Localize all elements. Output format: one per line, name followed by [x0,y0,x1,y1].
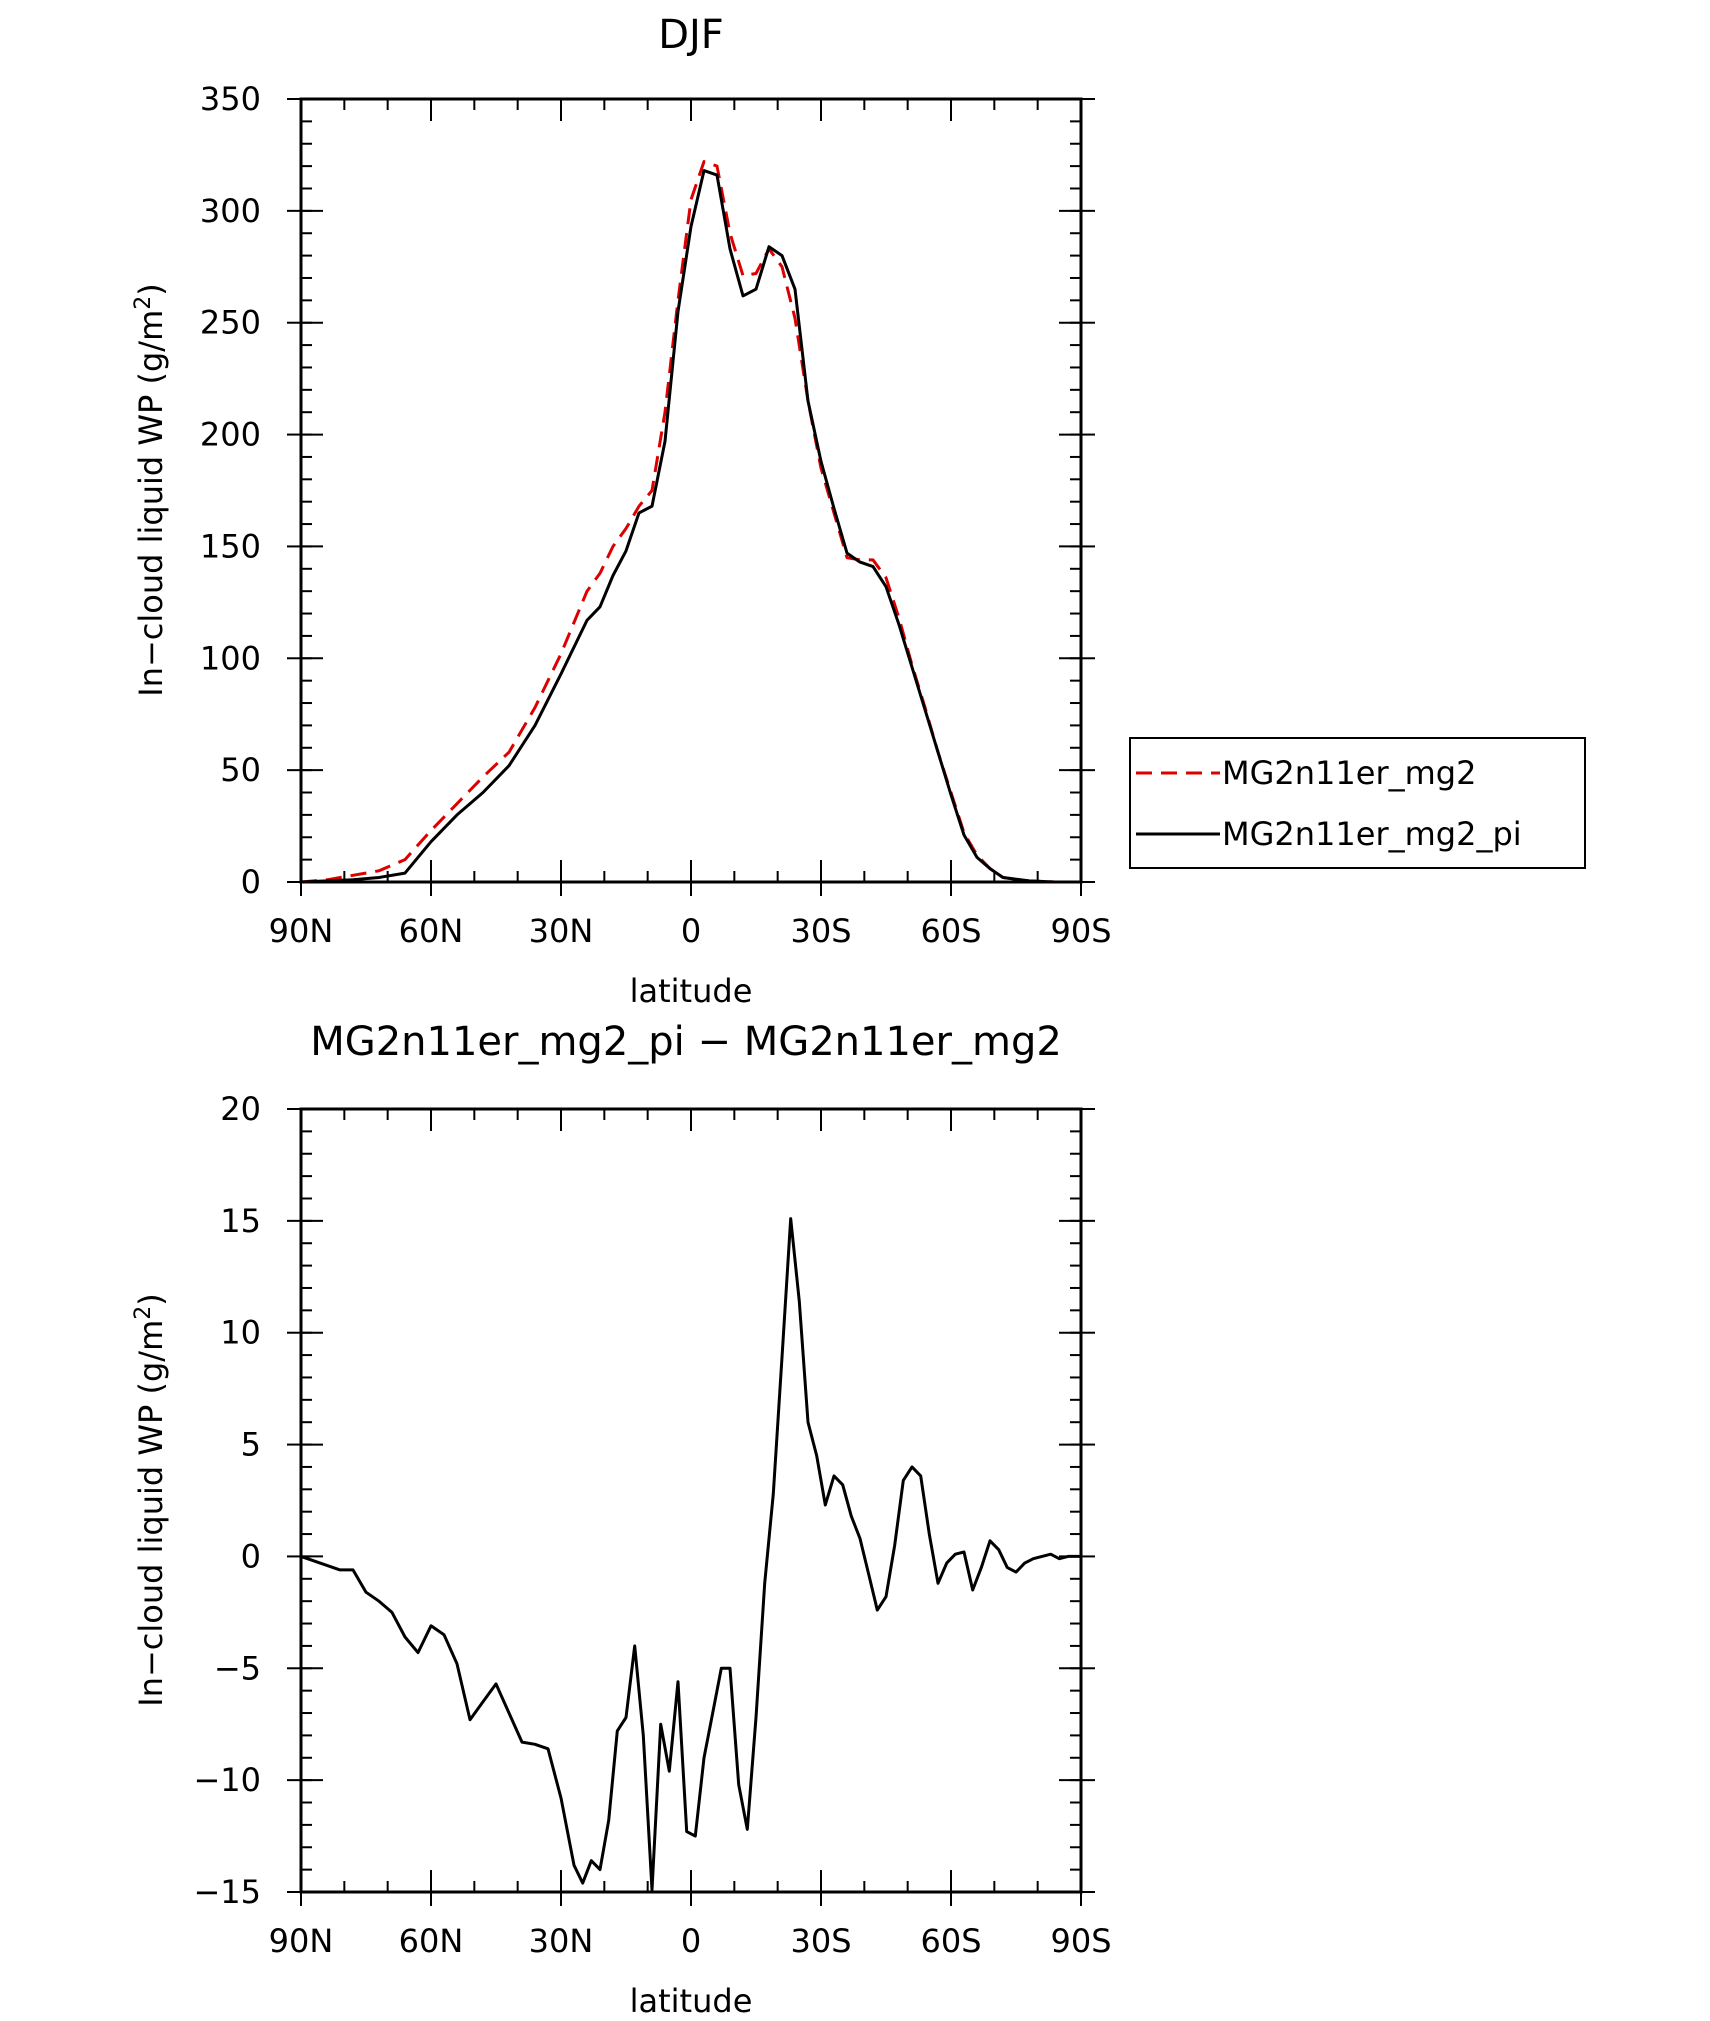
bottom-x-tick-label: 90S [1050,1922,1111,1960]
top-y-tick-label: 0 [241,863,261,901]
bottom-chart-title: MG2n11er_mg2_pi − MG2n11er_mg2 [310,1019,1062,1065]
top-x-tick-label: 60N [399,912,464,950]
top-y-tick-label: 250 [200,304,261,342]
bottom-y-tick-label: −15 [193,1873,261,1911]
legend-label-mg2: MG2n11er_mg2 [1222,754,1476,792]
bottom-y-tick-label: 0 [241,1537,261,1575]
top-x-tick-label: 0 [681,912,701,950]
bottom-x-tick-label: 90N [269,1922,334,1960]
top-y-tick-label: 200 [200,416,261,454]
bottom-x-axis-label: latitude [630,1982,753,2020]
top-series-line-mg2n11er-mg2 [300,160,1081,884]
bottom-panel: MG2n11er_mg2_pi − MG2n11er_mg2 90N 60N 30N… [131,1019,1112,2020]
bottom-y-tick-label: −10 [193,1761,261,1799]
top-y-tick-label: 150 [200,527,261,565]
legend: MG2n11er_mg2 MG2n11er_mg2_pi [1129,737,1586,869]
top-x-tick-label: 90N [269,912,334,950]
top-x-tick-label: 90S [1050,912,1111,950]
top-panel: DJF 90N 60N 30N 0 30S 60S 90S 0 50 100 150 200 250 30… [131,12,1586,1010]
top-x-tick-label: 30N [529,912,594,950]
bottom-x-tick-label: 60N [399,1922,464,1960]
bottom-x-tick-label: 30S [790,1922,851,1960]
bottom-y-tick-label: −5 [214,1649,261,1687]
top-x-axis-label: latitude [630,972,753,1010]
bottom-x-tick-label: 0 [681,1922,701,1960]
bottom-y-tick-label: 15 [220,1202,261,1240]
bottom-x-tick-label: 60S [920,1922,981,1960]
bottom-y-tick-label: 10 [220,1314,261,1352]
bottom-series-line-difference [300,1217,1081,1892]
top-y-tick-label: 300 [200,192,261,230]
top-series-line-mg2n11er-mg2-pi [300,169,1081,884]
top-plot-frame [299,97,1083,884]
bottom-y-tick-label: 20 [220,1090,261,1128]
bottom-x-tick-label: 30N [529,1922,594,1960]
bottom-y-tick-label: 5 [241,1426,261,1464]
top-chart-title: DJF [658,12,724,58]
bottom-plot-frame [299,1107,1083,1894]
bottom-y-axis-label: In−cloud liquid WP (g/m2) [131,1293,170,1706]
top-y-tick-label: 350 [200,80,261,118]
top-x-tick-label: 30S [790,912,851,950]
top-y-axis-label: In−cloud liquid WP (g/m2) [131,283,170,696]
legend-label-mg2-pi: MG2n11er_mg2_pi [1222,815,1522,853]
top-y-tick-label: 50 [220,751,261,789]
top-y-tick-label: 100 [200,639,261,677]
top-x-tick-label: 60S [920,912,981,950]
legend-box [1129,737,1586,869]
